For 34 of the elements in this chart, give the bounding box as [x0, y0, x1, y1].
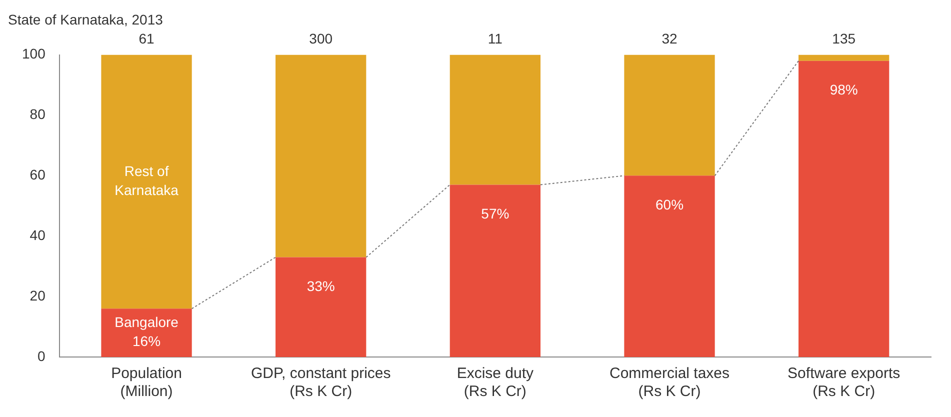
bar: [450, 184, 541, 357]
annotation: 300: [309, 30, 333, 47]
data-label: 57%: [481, 206, 510, 222]
x-tick-label: Population (Million): [111, 365, 182, 400]
x-tick-label: Software exports (Rs K Cr): [788, 365, 900, 400]
bar: [798, 54, 890, 61]
y-tick-label: 80: [30, 106, 46, 122]
y-tick-label: 60: [30, 166, 46, 183]
data-label: 33%: [306, 278, 335, 294]
y-tick-label: 40: [30, 226, 46, 243]
x-tick-label: Excise duty (Rs K Cr): [456, 365, 534, 400]
annotation: 135: [832, 30, 856, 47]
annotation: 32: [662, 30, 678, 47]
annotation: 61: [138, 30, 155, 47]
bar: [624, 54, 715, 176]
bar: [798, 60, 890, 357]
x-tick-label: GDP, constant prices (Rs K Cr): [250, 365, 391, 400]
bar: [276, 54, 366, 258]
data-label: 60%: [655, 196, 684, 213]
bar: [276, 257, 366, 357]
y-tick-label: 0: [38, 348, 46, 364]
chart-title: State of Karnataka, 2013: [8, 11, 164, 28]
bar: [101, 308, 192, 357]
series-label: Bangalore: [114, 314, 179, 330]
y-tick-label: 20: [30, 287, 46, 304]
bar: [624, 176, 715, 357]
x-tick-label: Commercial taxes (Rs K Cr): [609, 365, 730, 400]
annotation: 11: [488, 30, 503, 47]
series-label: Rest of Karnataka: [114, 163, 179, 198]
data-label: 98%: [830, 82, 858, 98]
y-tick-label: 100: [22, 46, 46, 62]
bar: [450, 54, 541, 185]
data-label: 16%: [132, 333, 161, 350]
bar: [101, 54, 192, 309]
